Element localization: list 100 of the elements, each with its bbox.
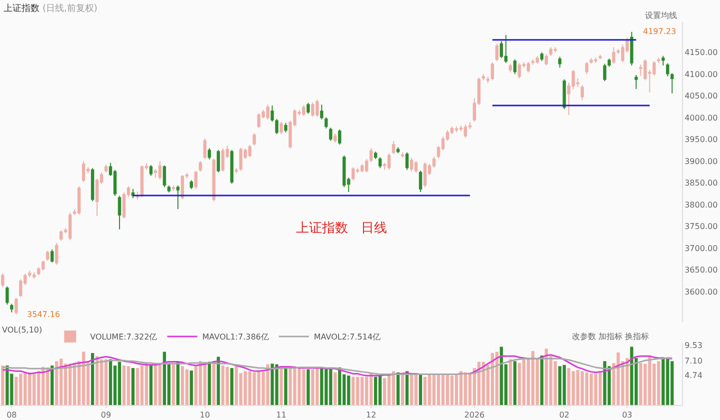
chart-title: 上证指数 <box>4 4 40 14</box>
bar <box>280 368 283 405</box>
bar <box>104 359 108 405</box>
bar <box>50 366 54 405</box>
text: 设置均线 <box>645 11 677 20</box>
bar <box>662 357 665 405</box>
annotation: 4197.23 <box>643 27 676 36</box>
bar <box>540 356 544 405</box>
candlestick <box>118 195 122 230</box>
bar <box>459 371 463 405</box>
candlestick <box>306 102 310 114</box>
bar <box>226 366 229 405</box>
candlestick <box>203 138 206 160</box>
candlestick <box>50 248 54 263</box>
candlestick <box>495 43 498 62</box>
candlestick <box>1 272 4 288</box>
bar <box>122 366 126 405</box>
candlestick <box>352 166 355 181</box>
candlestick <box>208 148 211 160</box>
candlestick <box>630 31 634 66</box>
candlestick <box>172 184 176 192</box>
candlestick <box>558 56 562 68</box>
candlestick <box>405 152 409 170</box>
bar <box>14 376 18 405</box>
bar <box>428 374 432 405</box>
text: 改参数 加指标 换指标 <box>572 332 650 341</box>
bar <box>436 374 440 405</box>
candlestick <box>212 158 216 202</box>
candlestick <box>149 164 153 176</box>
y-tick-label: 7.10 <box>684 356 702 366</box>
candlestick <box>338 128 342 146</box>
candlestick <box>608 58 611 68</box>
x-tick-label: 09 <box>100 410 112 420</box>
y-tick-label: 3650.00 <box>684 266 718 275</box>
x-tick-label: 10 <box>200 410 210 420</box>
bar <box>185 369 188 405</box>
candlestick <box>216 149 220 173</box>
bar <box>508 359 512 405</box>
candlestick <box>526 62 530 73</box>
candlestick <box>194 170 198 190</box>
y-tick-label: 4100.00 <box>684 70 718 79</box>
candlestick <box>104 164 108 173</box>
bar <box>418 374 422 405</box>
candlestick <box>387 152 391 170</box>
y-tick-label: 4000.00 <box>684 113 718 122</box>
bar <box>203 362 206 405</box>
candlestick <box>230 149 234 184</box>
candlestick <box>68 212 72 241</box>
candlestick <box>324 116 328 130</box>
candlestick <box>378 156 382 169</box>
candlestick <box>544 54 548 66</box>
x-tick-label: 02 <box>559 410 570 420</box>
candlestick <box>423 162 427 188</box>
bar <box>454 374 458 405</box>
candlestick <box>486 76 490 84</box>
candlestick <box>46 250 50 262</box>
candlestick <box>136 191 140 200</box>
candlestick <box>131 188 135 199</box>
bar <box>441 374 445 405</box>
bar <box>450 376 454 405</box>
candlestick <box>198 160 202 172</box>
y-tick-label: 3750.00 <box>684 222 718 232</box>
bar <box>154 364 158 405</box>
bar <box>414 374 418 405</box>
candlestick <box>670 72 674 94</box>
y-tick-label: 3600.00 <box>684 287 718 296</box>
candlestick <box>662 55 665 66</box>
candlestick <box>320 104 324 120</box>
candlestick <box>657 57 660 64</box>
bar <box>55 361 58 405</box>
bar <box>176 362 180 405</box>
candlestick <box>10 303 14 313</box>
y-tick-label: 3800.00 <box>684 200 718 210</box>
candlestick <box>562 78 566 110</box>
bar <box>126 366 130 405</box>
bar <box>208 362 211 405</box>
y-tick-label: 4150.00 <box>684 48 718 58</box>
candlestick <box>464 124 468 138</box>
y-tick-label: 4050.00 <box>684 92 718 101</box>
bar <box>230 368 234 405</box>
candlestick <box>598 54 602 60</box>
x-tick-label: 08 <box>6 410 17 420</box>
candlestick <box>490 62 494 81</box>
bar <box>1 366 4 405</box>
candlestick <box>162 164 166 188</box>
bar <box>423 376 427 405</box>
bar <box>513 361 516 405</box>
bar <box>212 362 216 405</box>
candlestick <box>167 184 171 193</box>
candlestick <box>585 62 588 75</box>
bar <box>162 352 166 405</box>
candlestick <box>603 63 606 82</box>
candlestick <box>158 160 162 180</box>
candlestick <box>77 186 81 216</box>
candlestick <box>410 157 414 172</box>
candlestick <box>6 286 9 306</box>
candlestick <box>504 34 508 64</box>
candlestick <box>396 146 400 154</box>
candlestick <box>234 168 238 174</box>
candlestick <box>284 122 288 133</box>
